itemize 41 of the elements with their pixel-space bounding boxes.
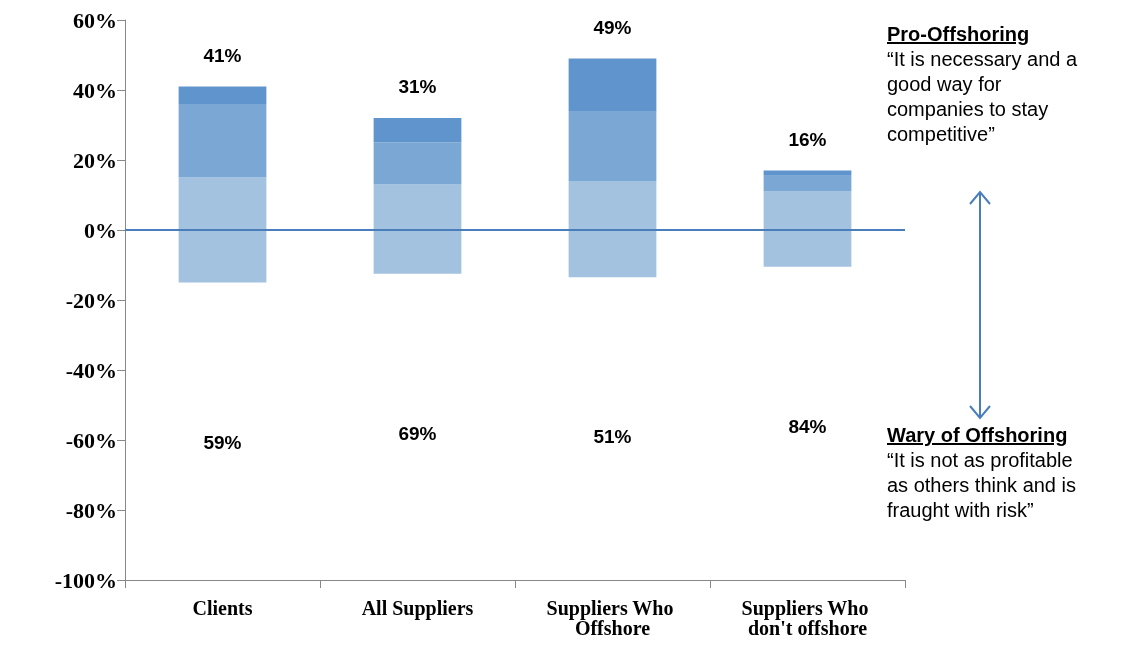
annotation: 59% — [203, 431, 242, 453]
y-tick-label: 0% — [84, 217, 117, 243]
annotation: “It is necessary and a good way for companies to stay competitive” — [887, 47, 1079, 147]
y-tick-label: -60% — [65, 427, 117, 453]
bar — [373, 118, 462, 143]
annotation: 41% — [203, 44, 242, 66]
x-tick-label: Suppliers Who Offshore — [546, 597, 679, 639]
annotation: 51% — [593, 426, 632, 448]
annotation: 31% — [398, 76, 437, 97]
bar — [568, 230, 657, 278]
bar — [178, 86, 267, 104]
annotation: Pro-Offshoring — [887, 22, 1031, 47]
bar — [568, 58, 657, 111]
y-tick-label: -40% — [65, 357, 117, 383]
annotation: “It is not as profitable as others think and is fraught with risk” — [887, 448, 1077, 523]
bar — [178, 230, 267, 283]
annotation: 84% — [788, 415, 827, 437]
bar — [373, 184, 462, 230]
bar — [178, 177, 267, 230]
bar — [763, 191, 852, 230]
y-tick-label: 60% — [73, 7, 117, 33]
bar — [568, 111, 657, 181]
y-tick-label: -20% — [65, 287, 117, 313]
x-tick-label: Suppliers Who don't offshore — [741, 597, 874, 639]
annotation: 69% — [398, 422, 437, 444]
bar — [373, 142, 462, 185]
x-tick-label: All Suppliers — [361, 597, 474, 620]
bar — [763, 170, 852, 176]
bar — [763, 175, 852, 192]
x-tick-label: Clients — [192, 597, 253, 619]
y-tick-label: -80% — [65, 497, 117, 523]
annotation: Wary of Offshoring — [887, 423, 1069, 448]
annotation: 16% — [788, 128, 827, 150]
bar — [568, 181, 657, 230]
y-tick-label: 40% — [73, 77, 117, 103]
y-tick-label: -100% — [54, 567, 117, 593]
bar — [763, 230, 852, 267]
bar — [373, 230, 462, 274]
y-tick-label: 20% — [73, 147, 117, 173]
annotation: 49% — [593, 16, 632, 38]
bar — [178, 104, 267, 178]
